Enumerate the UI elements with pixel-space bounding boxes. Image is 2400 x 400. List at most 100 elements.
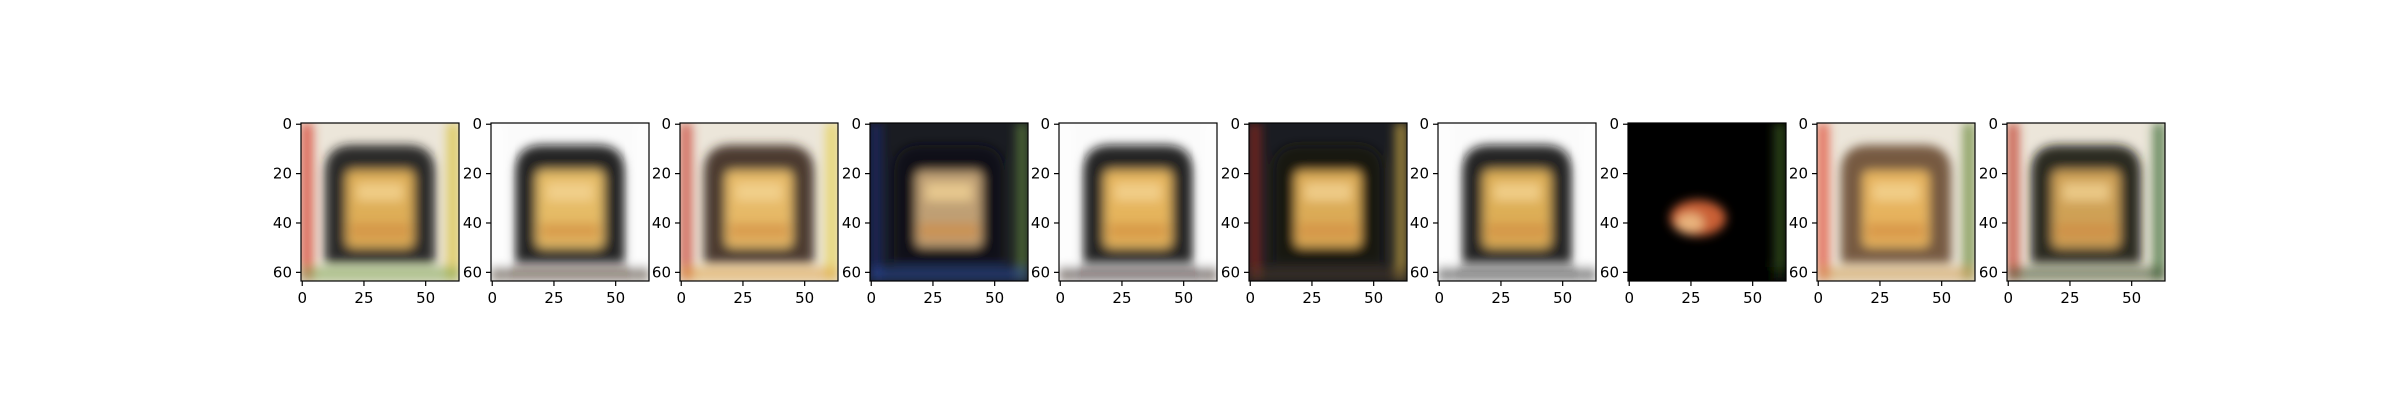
axes-frame (1058, 122, 1218, 282)
generated-image (1438, 123, 1596, 281)
y-tick-label: 60 (1221, 263, 1240, 281)
panel-9: 0 20 40 60 0 25 50 (1789, 115, 1976, 307)
x-tick-label: 50 (1364, 289, 1383, 307)
x-tick-label: 25 (1681, 289, 1700, 307)
generated-image (680, 123, 838, 281)
axes-frame (1437, 122, 1597, 282)
y-tick-label: 60 (1410, 263, 1429, 281)
generated-image (870, 123, 1028, 281)
y-tick-label: 0 (661, 115, 671, 133)
y-tick-label: 40 (1979, 214, 1998, 232)
y-tick-label: 0 (1798, 115, 1808, 133)
y-tick-label: 20 (1031, 165, 1050, 183)
generated-image (1249, 123, 1407, 281)
panel-10: 0 20 40 60 0 25 50 (1979, 115, 2166, 307)
x-tick-label: 50 (416, 289, 435, 307)
x-tick-label: 50 (1553, 289, 1572, 307)
x-tick-label: 0 (297, 289, 307, 307)
x-tick-label: 25 (1870, 289, 1889, 307)
x-tick-label: 50 (795, 289, 814, 307)
y-tick-label: 0 (1040, 115, 1050, 133)
x-tick-label: 25 (1112, 289, 1131, 307)
x-tick-label: 50 (1932, 289, 1951, 307)
y-tick-label: 60 (1600, 263, 1619, 281)
x-tick-label: 50 (1174, 289, 1193, 307)
y-tick-label: 40 (1410, 214, 1429, 232)
y-tick-label: 0 (1609, 115, 1619, 133)
axes-frame (490, 122, 650, 282)
y-tick-label: 60 (273, 263, 292, 281)
y-tick-label: 20 (1979, 165, 1998, 183)
axes-frame (1627, 122, 1787, 282)
axes-frame (300, 122, 460, 282)
x-tick-label: 0 (1813, 289, 1823, 307)
y-tick-label: 40 (1789, 214, 1808, 232)
y-tick-label: 40 (1221, 214, 1240, 232)
panel-6: 0 20 40 60 0 25 50 (1221, 115, 1408, 307)
y-tick-label: 20 (1221, 165, 1240, 183)
generated-image (1628, 123, 1786, 281)
y-tick-label: 60 (1031, 263, 1050, 281)
panel-3: 0 20 40 60 0 25 50 (652, 115, 839, 307)
y-tick-label: 20 (652, 165, 671, 183)
y-tick-label: 60 (652, 263, 671, 281)
y-tick-label: 20 (1789, 165, 1808, 183)
y-tick-label: 20 (1600, 165, 1619, 183)
y-tick-label: 40 (1600, 214, 1619, 232)
x-tick-label: 0 (487, 289, 497, 307)
axes-frame (869, 122, 1029, 282)
x-tick-label: 25 (544, 289, 563, 307)
y-tick-label: 60 (463, 263, 482, 281)
y-tick-label: 0 (1419, 115, 1429, 133)
axes-frame (1816, 122, 1976, 282)
x-tick-label: 25 (733, 289, 752, 307)
x-tick-label: 0 (1055, 289, 1065, 307)
generated-image (301, 123, 459, 281)
y-tick-label: 20 (463, 165, 482, 183)
generated-image (1059, 123, 1217, 281)
x-tick-label: 50 (985, 289, 1004, 307)
x-tick-label: 0 (866, 289, 876, 307)
generated-image (2007, 123, 2165, 281)
panel-1: 0 20 40 60 0 25 50 (273, 115, 460, 307)
y-tick-label: 0 (282, 115, 292, 133)
y-tick-label: 20 (273, 165, 292, 183)
y-tick-label: 60 (1789, 263, 1808, 281)
y-tick-label: 0 (851, 115, 861, 133)
x-tick-label: 25 (1491, 289, 1510, 307)
panels-layer: 0 20 40 60 0 25 50 0 20 40 60 0 25 50 0 20 40 60 0 25 50 0 20 4… (273, 115, 2166, 307)
x-tick-label: 25 (354, 289, 373, 307)
x-tick-label: 0 (1434, 289, 1444, 307)
axes-frame (1248, 122, 1408, 282)
y-tick-label: 40 (1031, 214, 1050, 232)
y-tick-label: 0 (1230, 115, 1240, 133)
panel-5: 0 20 40 60 0 25 50 (1031, 115, 1218, 307)
y-tick-label: 20 (842, 165, 861, 183)
x-tick-label: 0 (676, 289, 686, 307)
x-tick-label: 50 (1743, 289, 1762, 307)
y-tick-label: 40 (463, 214, 482, 232)
y-tick-label: 60 (842, 263, 861, 281)
x-tick-label: 50 (606, 289, 625, 307)
axes-frame (679, 122, 839, 282)
y-tick-label: 20 (1410, 165, 1429, 183)
axes-frame (2006, 122, 2166, 282)
y-tick-label: 0 (472, 115, 482, 133)
x-tick-label: 25 (2060, 289, 2079, 307)
y-tick-label: 60 (1979, 263, 1998, 281)
y-tick-label: 0 (1988, 115, 1998, 133)
panel-8: 0 20 40 60 0 25 50 (1600, 115, 1787, 307)
x-tick-label: 25 (1302, 289, 1321, 307)
y-tick-label: 40 (273, 214, 292, 232)
x-tick-label: 0 (2003, 289, 2013, 307)
generated-image (491, 123, 649, 281)
panel-2: 0 20 40 60 0 25 50 (463, 115, 650, 307)
y-tick-label: 40 (842, 214, 861, 232)
generated-image (1817, 123, 1975, 281)
x-tick-label: 0 (1624, 289, 1634, 307)
panel-4: 0 20 40 60 0 25 50 (842, 115, 1029, 307)
y-tick-label: 40 (652, 214, 671, 232)
panel-7: 0 20 40 60 0 25 50 (1410, 115, 1597, 307)
x-tick-label: 25 (923, 289, 942, 307)
